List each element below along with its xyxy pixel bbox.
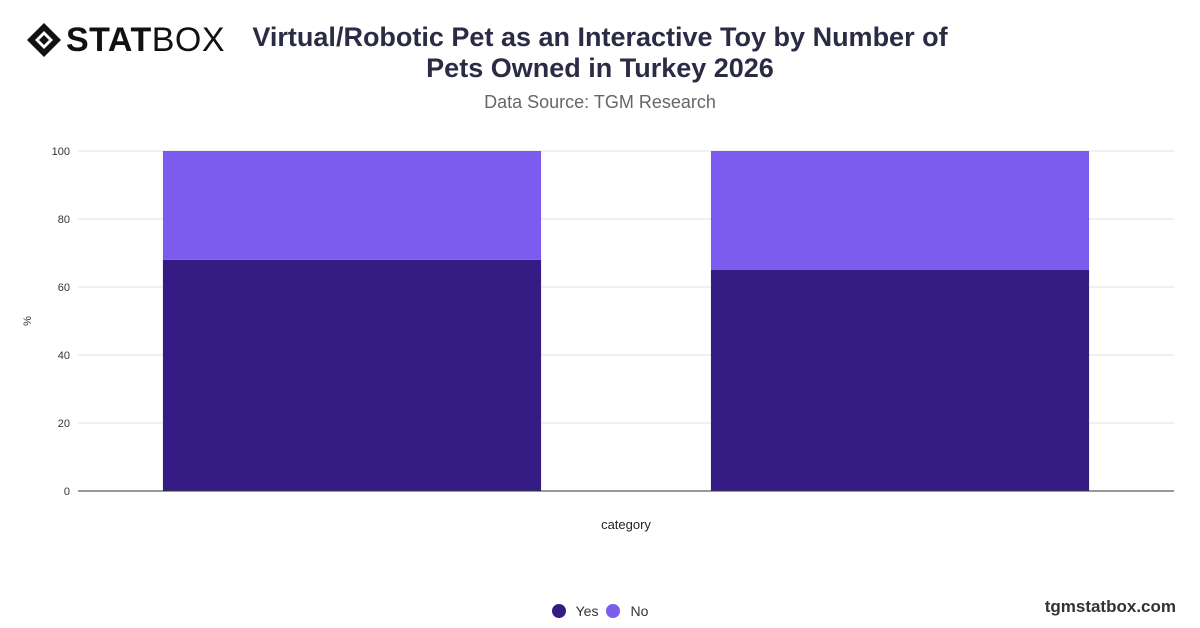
- y-tick-label: 60: [58, 282, 70, 294]
- chart-subtitle: Data Source: TGM Research: [484, 92, 716, 112]
- chart-legend: Yes No: [0, 603, 1200, 619]
- x-axis-label: category: [601, 517, 651, 532]
- legend-label-no: No: [630, 603, 649, 619]
- chart-title: Virtual/Robotic Pet as an Interactive To…: [252, 22, 948, 83]
- statbox-logo: STATBOX: [26, 22, 225, 58]
- legend-item-no[interactable]: No: [606, 603, 648, 619]
- y-tick-label: 0: [64, 486, 70, 498]
- logo-wordmark-light: BOX: [151, 21, 226, 59]
- y-axis-label: %: [22, 316, 34, 326]
- y-tick-label: 80: [58, 214, 70, 226]
- y-tick-label: 40: [58, 350, 70, 362]
- legend-swatch-yes: [551, 604, 566, 618]
- statbox-diamond-icon: [27, 23, 61, 57]
- legend-swatch-no: [606, 604, 621, 618]
- bar-yes: [162, 259, 542, 491]
- bar-no: [710, 151, 1090, 270]
- y-tick-label: 100: [52, 146, 70, 158]
- bar-yes: [710, 270, 1090, 491]
- legend-item-yes[interactable]: Yes: [551, 603, 599, 619]
- logo-wordmark-bold: STAT: [66, 21, 152, 59]
- watermark[interactable]: tgmstatbox.com: [1044, 597, 1176, 616]
- logo-wordmark: STATBOX: [66, 22, 225, 58]
- bar-no: [162, 151, 542, 260]
- y-tick-label: 20: [58, 418, 70, 430]
- legend-label-yes: Yes: [575, 603, 599, 619]
